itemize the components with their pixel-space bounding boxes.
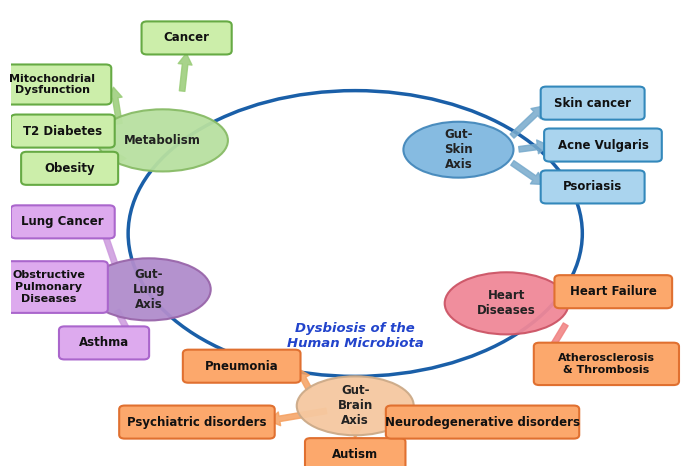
FancyArrowPatch shape xyxy=(99,225,118,264)
Text: Gut-
Lung
Axis: Gut- Lung Axis xyxy=(132,268,165,311)
FancyArrowPatch shape xyxy=(114,151,126,164)
FancyBboxPatch shape xyxy=(305,438,405,467)
FancyArrowPatch shape xyxy=(383,409,407,423)
Ellipse shape xyxy=(403,122,514,177)
FancyArrowPatch shape xyxy=(108,87,122,124)
FancyBboxPatch shape xyxy=(21,152,118,185)
FancyArrowPatch shape xyxy=(519,140,549,154)
FancyArrowPatch shape xyxy=(564,285,575,298)
Text: Lung Cancer: Lung Cancer xyxy=(22,215,104,228)
Ellipse shape xyxy=(297,376,414,435)
Text: Cancer: Cancer xyxy=(164,31,209,44)
Text: Metabolism: Metabolism xyxy=(124,134,201,147)
FancyBboxPatch shape xyxy=(554,275,672,308)
FancyBboxPatch shape xyxy=(540,86,645,120)
Text: Acne Vulgaris: Acne Vulgaris xyxy=(557,139,648,151)
FancyArrowPatch shape xyxy=(544,323,568,361)
Text: Asthma: Asthma xyxy=(79,336,130,349)
FancyArrowPatch shape xyxy=(349,427,362,438)
FancyBboxPatch shape xyxy=(141,21,232,55)
Text: Gut-
Brain
Axis: Gut- Brain Axis xyxy=(337,384,373,427)
Text: T2 Diabetes: T2 Diabetes xyxy=(23,125,102,138)
Text: Atherosclerosis
& Thrombosis: Atherosclerosis & Thrombosis xyxy=(558,353,655,375)
Text: Gut-
Skin
Axis: Gut- Skin Axis xyxy=(444,128,473,171)
FancyArrowPatch shape xyxy=(90,280,101,294)
FancyBboxPatch shape xyxy=(544,128,661,162)
Text: Psychiatric disorders: Psychiatric disorders xyxy=(127,416,267,429)
Text: Dysbiosis of the
Human Microbiota: Dysbiosis of the Human Microbiota xyxy=(287,322,424,350)
FancyArrowPatch shape xyxy=(178,53,192,92)
FancyArrowPatch shape xyxy=(511,161,544,184)
FancyBboxPatch shape xyxy=(386,405,579,439)
FancyArrowPatch shape xyxy=(269,408,327,426)
FancyBboxPatch shape xyxy=(59,326,149,360)
Text: Heart
Diseases: Heart Diseases xyxy=(477,290,536,318)
Ellipse shape xyxy=(444,272,568,334)
FancyBboxPatch shape xyxy=(0,64,111,105)
FancyBboxPatch shape xyxy=(10,205,115,238)
Text: Psoriasis: Psoriasis xyxy=(563,180,622,193)
FancyArrowPatch shape xyxy=(98,133,111,145)
FancyArrowPatch shape xyxy=(115,309,133,340)
Text: Heart Failure: Heart Failure xyxy=(570,285,657,298)
Text: Pneumonia: Pneumonia xyxy=(205,360,279,373)
FancyArrowPatch shape xyxy=(510,106,544,138)
Text: Autism: Autism xyxy=(332,448,378,461)
FancyBboxPatch shape xyxy=(534,343,679,385)
FancyBboxPatch shape xyxy=(183,350,300,383)
FancyBboxPatch shape xyxy=(540,170,645,204)
Ellipse shape xyxy=(97,109,228,171)
FancyBboxPatch shape xyxy=(0,261,108,313)
Text: Obesity: Obesity xyxy=(44,162,95,175)
FancyBboxPatch shape xyxy=(10,114,115,148)
FancyBboxPatch shape xyxy=(119,405,274,439)
Ellipse shape xyxy=(87,258,211,320)
Text: Mitochondrial
Dysfunction: Mitochondrial Dysfunction xyxy=(9,74,95,95)
Text: Skin cancer: Skin cancer xyxy=(554,97,631,110)
FancyArrowPatch shape xyxy=(298,368,312,391)
Text: Obstructive
Pulmonary
Diseases: Obstructive Pulmonary Diseases xyxy=(13,270,85,304)
Text: Neurodegenerative disorders: Neurodegenerative disorders xyxy=(385,416,580,429)
